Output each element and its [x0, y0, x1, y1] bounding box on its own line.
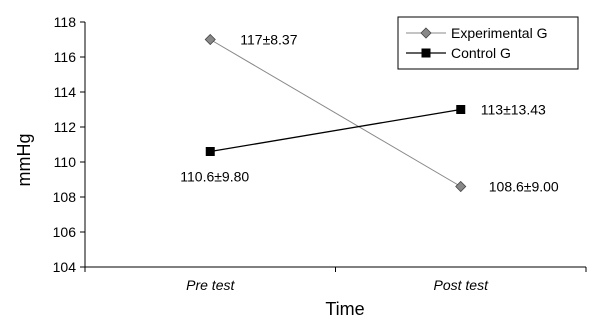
y-tick-label: 112 [54, 119, 77, 135]
legend-marker [421, 48, 431, 58]
data-point [455, 180, 467, 193]
x-ticks: Pre test Post test [84, 267, 587, 293]
data-label: 113±13.43 [481, 102, 546, 118]
y-tick-label: 118 [54, 14, 77, 30]
y-ticks: 104 106 108 110 112 114 116 118 [53, 14, 85, 275]
legend-label: Experimental G [451, 25, 547, 41]
x-axis-title: Time [325, 299, 364, 319]
data-point [204, 33, 216, 46]
data-point [456, 105, 466, 114]
y-axis-title: mmHg [14, 134, 34, 187]
legend: Experimental G Control G [397, 16, 579, 70]
y-tick-label: 110 [54, 154, 77, 170]
legend-label: Control G [451, 45, 511, 61]
data-label: 108.6±9.00 [489, 179, 559, 195]
data-labels: 117±8.37 108.6±9.00 110.6±9.80 113±13.43 [180, 32, 559, 195]
series-group [204, 33, 467, 193]
x-tick-label: Pre test [186, 277, 235, 293]
data-point [205, 147, 215, 156]
y-tick-label: 116 [54, 49, 77, 65]
series-line [210, 108, 461, 153]
legend-marker [420, 27, 432, 39]
y-tick-label: 104 [53, 259, 77, 275]
y-tick-label: 106 [53, 224, 77, 240]
legend-box [397, 16, 579, 70]
data-label: 110.6±9.80 [180, 169, 249, 185]
series-line [209, 39, 462, 187]
y-tick-label: 108 [53, 189, 77, 205]
data-label: 117±8.37 [240, 32, 297, 48]
y-tick-label: 114 [54, 84, 77, 100]
x-tick-label: Post test [434, 277, 490, 293]
